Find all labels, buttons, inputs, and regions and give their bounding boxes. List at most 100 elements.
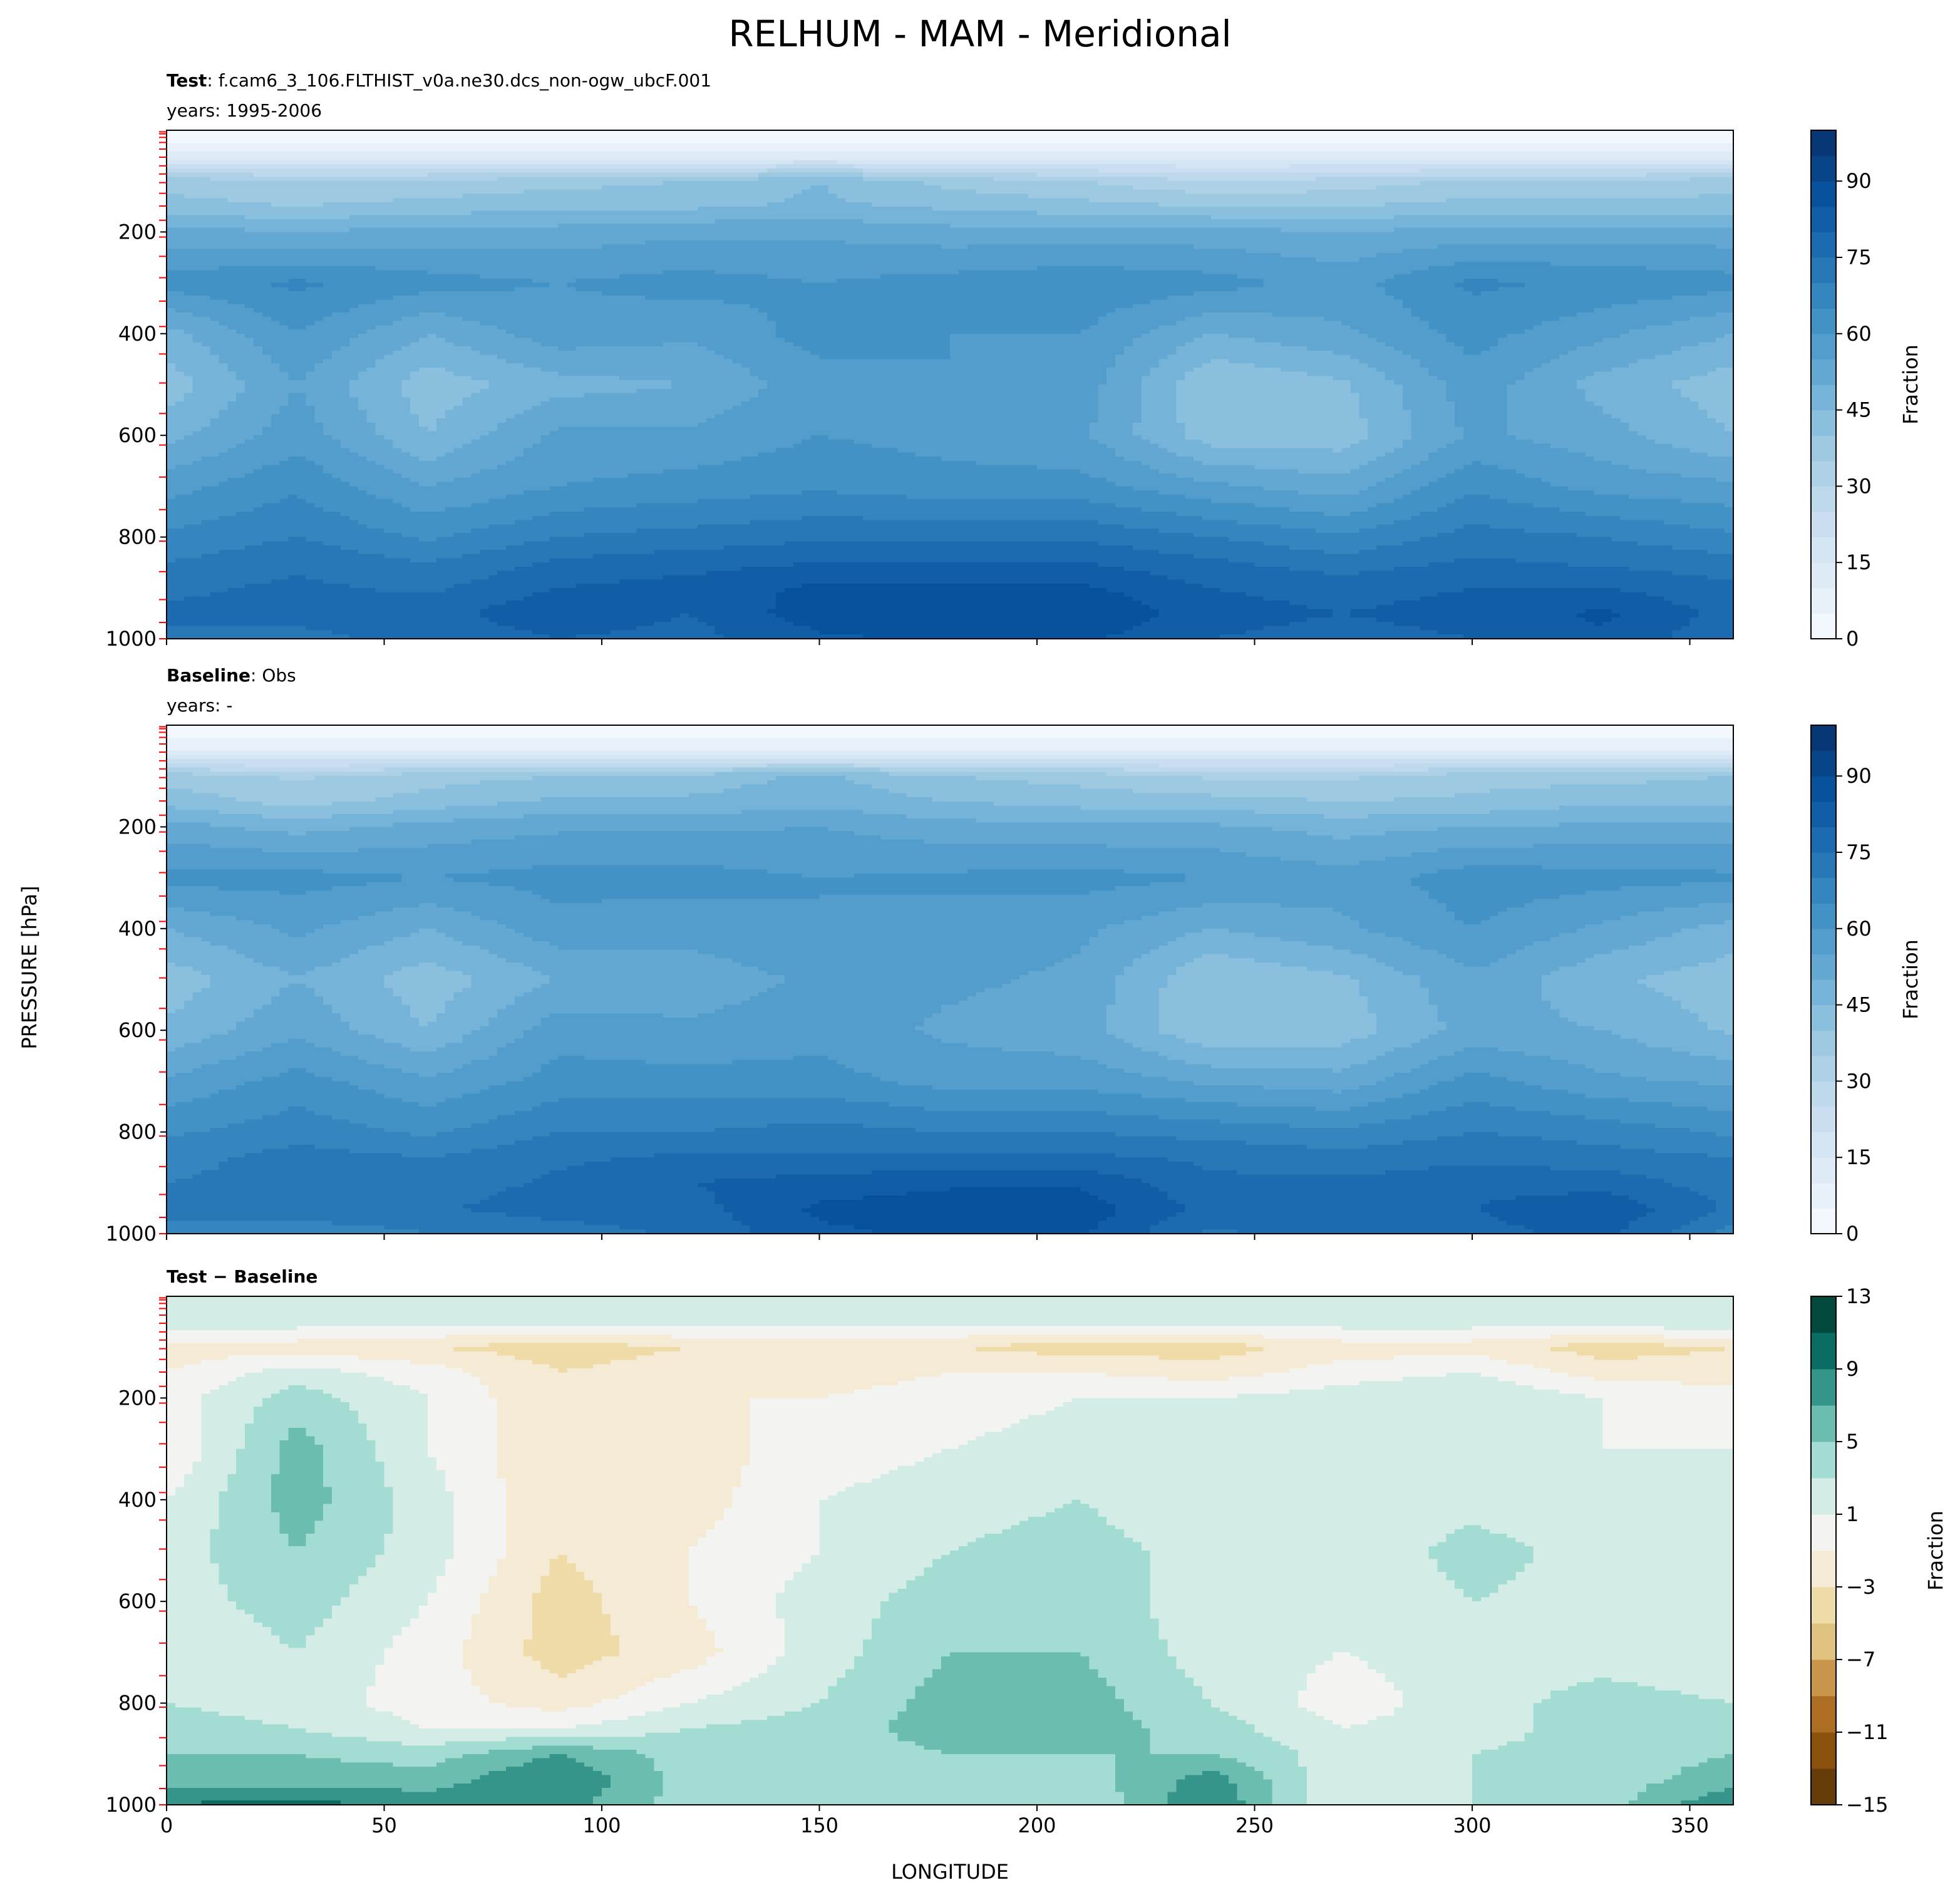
contour-cell <box>1533 503 1725 508</box>
contour-cell <box>1176 971 1334 976</box>
contour-cell <box>1507 385 1577 390</box>
contour-cell <box>471 1626 533 1632</box>
contour-cell <box>393 1635 472 1640</box>
contour-cell <box>515 1355 637 1361</box>
contour-cell <box>201 1440 245 1445</box>
contour-cell <box>1115 503 1256 508</box>
contour-cell <box>793 1571 924 1577</box>
contour-cell <box>358 848 1220 853</box>
contour-cell <box>1132 342 1185 347</box>
contour-cell <box>271 924 324 929</box>
contour-cell <box>689 1588 785 1594</box>
contour-cell <box>932 1673 1098 1678</box>
contour-cell <box>1150 1741 1281 1746</box>
contour-cell <box>1463 634 1673 639</box>
contour-cell <box>471 1123 768 1128</box>
contour-cell <box>1646 469 1734 474</box>
contour-cell <box>462 443 533 449</box>
contour-cell <box>1594 1376 1734 1381</box>
contour-cell <box>167 1000 185 1006</box>
contour-cell <box>419 537 437 542</box>
contour-cell <box>732 1686 828 1691</box>
contour-cell <box>1368 814 1734 819</box>
contour-cell <box>1176 473 1395 478</box>
contour-cell <box>750 1461 916 1467</box>
contour-cell <box>932 1669 1098 1674</box>
contour-cell <box>540 1707 567 1712</box>
contour-cell <box>167 1115 263 1120</box>
contour-cell <box>1359 465 1412 470</box>
contour-cell <box>323 1448 376 1453</box>
contour-cell <box>428 1415 498 1420</box>
contour-cell <box>323 1508 393 1513</box>
contour-cell <box>471 1681 646 1687</box>
contour-cell <box>314 414 368 419</box>
contour-cell <box>271 422 324 428</box>
contour-cell <box>1411 1043 1647 1048</box>
contour-cell <box>245 1436 289 1441</box>
contour-cell <box>323 579 472 584</box>
x-tick-label: 350 <box>1671 1814 1709 1837</box>
contour-cell <box>1324 571 1359 576</box>
contour-cell <box>1542 363 1629 368</box>
contour-cell <box>1594 954 1725 959</box>
contour-cell <box>1542 1698 1725 1704</box>
contour-cell <box>1176 1787 1238 1793</box>
contour-cell <box>167 1072 176 1078</box>
contour-cell <box>1211 359 1229 364</box>
contour-cell <box>1150 1559 1438 1564</box>
contour-cell <box>1437 329 1525 334</box>
contour-cell <box>593 1703 681 1708</box>
plot-frame <box>166 1296 1734 1805</box>
contour-cell <box>219 810 393 815</box>
contour-cell <box>1576 380 1673 385</box>
contour-cell <box>506 359 733 364</box>
contour-cell <box>863 168 1098 173</box>
y-tick-label: 400 <box>118 322 157 346</box>
contour-cell <box>245 385 350 390</box>
contour-cell <box>532 1614 611 1619</box>
contour-cell <box>697 1614 776 1619</box>
contour-cell <box>167 575 289 580</box>
contour-cell <box>245 215 350 220</box>
contour-cell <box>288 1385 306 1390</box>
contour-cell <box>1402 350 1464 356</box>
contour-cell <box>1489 962 1577 968</box>
contour-cell <box>323 1482 385 1488</box>
contour-cell <box>506 329 776 334</box>
contour-cell <box>1124 869 1438 874</box>
contour-cell <box>932 206 1734 212</box>
contour-cell <box>532 1360 611 1365</box>
contour-cell <box>610 1360 1334 1365</box>
contour-cell <box>1585 1064 1734 1069</box>
contour-cell <box>1054 1406 1604 1412</box>
contour-cell <box>167 558 176 563</box>
contour-cell <box>201 1064 385 1069</box>
contour-cell <box>1402 401 1455 406</box>
contour-cell <box>1611 949 1734 954</box>
colorbar-frame <box>1810 1296 1837 1805</box>
contour-cell <box>306 1639 393 1644</box>
contour-cell <box>167 1529 211 1534</box>
contour-cell <box>393 907 455 912</box>
contour-cell <box>167 477 228 483</box>
contour-cell <box>167 367 176 373</box>
contour-cell <box>1428 1554 1534 1560</box>
contour-cell <box>1629 422 1725 428</box>
contour-cell <box>1559 805 1734 810</box>
contour-cell <box>714 1521 820 1526</box>
contour-cell <box>480 1609 533 1615</box>
contour-cell <box>1272 827 1438 832</box>
contour-cell <box>1446 903 1525 908</box>
contour-cell <box>758 376 1107 381</box>
contour-cell <box>332 1076 524 1082</box>
contour-cell <box>471 1623 533 1628</box>
contour-cell <box>619 1225 750 1230</box>
contour-cell <box>1246 1720 1334 1725</box>
contour-cell <box>1333 971 1403 976</box>
contour-cell <box>306 983 385 989</box>
contour-cell <box>1176 418 1368 423</box>
contour-cell <box>1654 1149 1734 1154</box>
contour-cell <box>227 448 350 453</box>
